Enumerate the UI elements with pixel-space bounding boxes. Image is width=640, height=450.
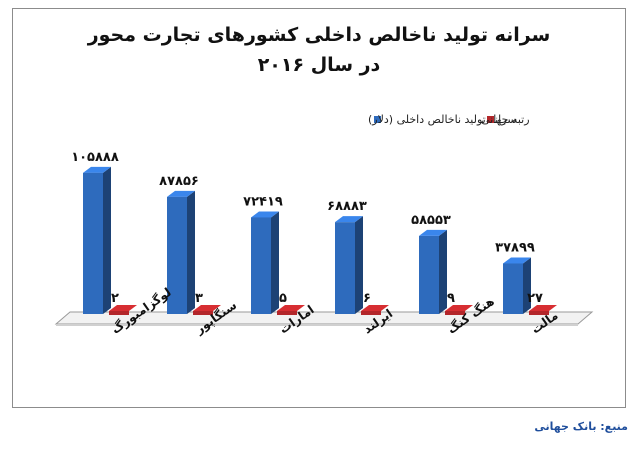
bar-gdp-1 xyxy=(167,190,195,314)
chart-legend: سرانه تولید ناخالص داخلی (دلار)رتبه جهان… xyxy=(368,113,530,126)
bar-gdp-0 xyxy=(83,166,111,314)
floor-edge xyxy=(56,324,578,326)
chart-title: سرانه تولید ناخالص داخلی کشورهای تجارت م… xyxy=(12,20,626,80)
data-label-rank-5: ۲۷ xyxy=(527,291,543,306)
legend-swatch-gdp xyxy=(374,116,381,123)
data-label-rank-1: ۳ xyxy=(195,291,203,306)
legend-label-gdp: سرانه تولید ناخالص داخلی (دلار) xyxy=(368,113,517,126)
chart-bars: ۱۰۵۸۸۸ ۲ ۸۷۸۵۶ ۳ ۷۲۴۱۹ ۵ ۶۸۸۸۳ ۶ ۵۸۵۵۳ ۹ ۳۷۸۹۹ ۲۷ xyxy=(71,150,557,315)
bar-rank-1 xyxy=(193,305,221,315)
bar-rank-5 xyxy=(529,305,557,315)
data-label-gdp-1: ۸۷۸۵۶ xyxy=(159,174,199,189)
data-label-rank-3: ۶ xyxy=(363,291,371,306)
bar-rank-0 xyxy=(109,305,137,315)
bar-rank-3 xyxy=(361,305,389,315)
data-label-gdp-0: ۱۰۵۸۸۸ xyxy=(71,150,119,165)
legend-label-rank: رتبه جهانی xyxy=(481,113,530,126)
data-label-rank-4: ۹ xyxy=(447,291,455,306)
data-label-rank-2: ۵ xyxy=(279,291,287,306)
data-label-gdp-5: ۳۷۸۹۹ xyxy=(495,240,535,255)
chart-title-line-2: در سال ۲۰۱۶ xyxy=(257,54,381,76)
data-label-gdp-2: ۷۲۴۱۹ xyxy=(243,194,283,209)
chart-frame xyxy=(12,8,626,408)
bar-gdp-3 xyxy=(335,216,363,314)
source-note: منبع: بانک جهانی xyxy=(534,420,628,433)
data-label-gdp-3: ۶۸۸۸۳ xyxy=(327,199,367,214)
bar-gdp-5 xyxy=(503,257,531,314)
data-label-gdp-4: ۵۸۵۵۳ xyxy=(411,213,451,228)
data-label-rank-0: ۲ xyxy=(111,291,119,306)
bar-rank-4 xyxy=(445,305,473,315)
chart-title-line-1: سرانه تولید ناخالص داخلی کشورهای تجارت م… xyxy=(87,24,551,46)
legend-swatch-rank xyxy=(487,116,494,123)
bar-gdp-4 xyxy=(419,229,447,314)
bar-rank-2 xyxy=(277,305,305,315)
bar-gdp-2 xyxy=(251,211,279,314)
bar-chart: سرانه تولید ناخالص داخلی (دلار)رتبه جهان… xyxy=(54,113,594,338)
